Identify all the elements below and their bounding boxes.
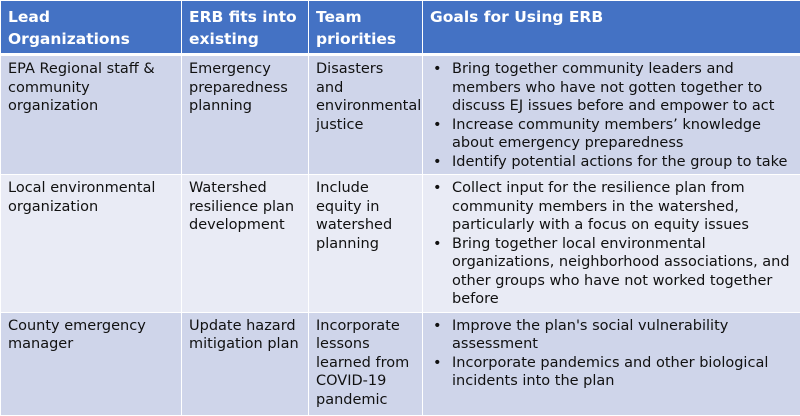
- goal-item: Bring together local environmental organ…: [452, 235, 793, 309]
- header-lead-organizations: Lead Organizations: [1, 1, 182, 55]
- goal-item: Improve the plan's social vulnerability …: [452, 317, 793, 354]
- table-row: EPA Regional staff & community organizat…: [1, 55, 800, 175]
- goals-list: Bring together community leaders and mem…: [430, 60, 793, 171]
- goal-item: Collect input for the resilience plan fr…: [452, 179, 793, 235]
- cell-team-priorities: Disasters and environmental justice: [309, 55, 423, 175]
- goal-item: Incorporate pandemics and other biologic…: [452, 354, 793, 391]
- table-row: Local environmental organization Watersh…: [1, 175, 800, 313]
- cell-goals: Collect input for the resilience plan fr…: [423, 175, 800, 313]
- header-goals-for-using-erb: Goals for Using ERB: [423, 1, 800, 55]
- cell-erb-fits: Watershed resilience plan development: [182, 175, 309, 313]
- goal-item: Bring together community leaders and mem…: [452, 60, 793, 116]
- header-erb-fits-into-existing: ERB fits into existing: [182, 1, 309, 55]
- cell-team-priorities: Include equity in watershed planning: [309, 175, 423, 313]
- goals-list: Improve the plan's social vulnerability …: [430, 317, 793, 391]
- header-team-priorities: Team priorities: [309, 1, 423, 55]
- goal-item: Increase community members’ knowledge ab…: [452, 116, 793, 153]
- cell-lead-organization: EPA Regional staff & community organizat…: [1, 55, 182, 175]
- goals-list: Collect input for the resilience plan fr…: [430, 179, 793, 309]
- cell-erb-fits: Emergency preparedness planning: [182, 55, 309, 175]
- goal-item: Identify potential actions for the group…: [452, 153, 793, 172]
- cell-lead-organization: Local environmental organization: [1, 175, 182, 313]
- cell-goals: Bring together community leaders and mem…: [423, 55, 800, 175]
- table-header-row: Lead Organizations ERB fits into existin…: [1, 1, 800, 55]
